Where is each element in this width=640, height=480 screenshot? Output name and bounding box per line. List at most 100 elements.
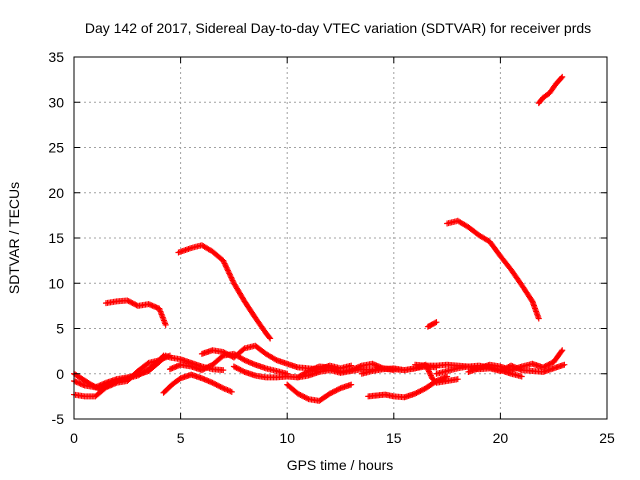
- data-point: [427, 372, 434, 379]
- data-point: [304, 395, 311, 402]
- data-point: [228, 388, 235, 395]
- data-point: [240, 368, 247, 375]
- data-point: [206, 363, 213, 370]
- data-point: [233, 364, 240, 371]
- data-point: [417, 387, 424, 394]
- data-point: [220, 367, 227, 374]
- data-point: [159, 353, 166, 360]
- data-point: [126, 298, 133, 305]
- data-point: [240, 346, 247, 353]
- series-arc-a: [102, 297, 169, 328]
- series-arc-c: [424, 319, 440, 330]
- data-point: [559, 73, 566, 80]
- y-tick-label: 25: [48, 140, 64, 156]
- data-point: [216, 383, 223, 390]
- data-point: [416, 388, 423, 395]
- data-point: [198, 367, 205, 374]
- data-point: [518, 373, 525, 380]
- x-tick-label: 0: [70, 430, 78, 446]
- data-point: [326, 390, 333, 397]
- data-point: [124, 297, 131, 304]
- data-layer: [71, 73, 568, 404]
- data-point: [418, 387, 425, 394]
- y-tick-label: 10: [48, 275, 64, 291]
- data-point: [226, 352, 233, 359]
- data-point: [425, 368, 432, 375]
- data-point: [201, 365, 208, 372]
- x-tick-labels: 0 5 10 15 20 25: [70, 430, 615, 446]
- data-point: [112, 378, 119, 385]
- data-point: [412, 390, 419, 397]
- data-point: [413, 389, 420, 396]
- y-tick-label: 20: [48, 185, 64, 201]
- data-point: [205, 363, 212, 370]
- data-point: [266, 334, 273, 341]
- data-point: [209, 379, 216, 386]
- data-point: [329, 389, 336, 396]
- data-point: [130, 300, 137, 307]
- data-point: [230, 363, 237, 370]
- data-point: [222, 350, 229, 357]
- data-point: [330, 388, 337, 395]
- data-point: [267, 335, 274, 342]
- series-arc-e: [535, 73, 566, 107]
- data-point: [144, 360, 151, 367]
- data-point: [129, 300, 136, 307]
- data-point: [232, 364, 239, 371]
- tick-marks: [73, 56, 608, 420]
- x-axis-label: GPS time / hours: [287, 457, 394, 473]
- x-tick-label: 25: [599, 430, 615, 446]
- data-point: [328, 389, 335, 396]
- y-tick-label: 15: [48, 230, 64, 246]
- data-point: [348, 381, 355, 388]
- data-point: [220, 349, 227, 356]
- series-arc-b: [175, 242, 274, 342]
- data-point: [237, 366, 244, 373]
- data-point: [559, 347, 566, 354]
- series-arc-m: [284, 381, 355, 404]
- data-point: [542, 363, 549, 370]
- data-point: [528, 297, 535, 304]
- y-axis-label: SDTVAR / TECUs: [6, 182, 22, 294]
- data-point: [204, 364, 211, 371]
- data-point: [535, 315, 542, 322]
- y-tick-label: 5: [56, 321, 64, 337]
- data-point: [420, 386, 427, 393]
- data-point: [454, 376, 461, 383]
- x-tick-label: 20: [493, 430, 509, 446]
- data-point: [561, 361, 568, 368]
- data-point: [162, 321, 169, 328]
- data-point: [336, 385, 343, 392]
- data-point: [234, 365, 241, 372]
- data-point: [238, 367, 245, 374]
- data-point: [213, 381, 220, 388]
- data-point: [558, 348, 565, 355]
- y-tick-label: 0: [56, 366, 64, 382]
- data-point: [225, 351, 232, 358]
- data-point: [548, 360, 555, 367]
- data-point: [296, 391, 303, 398]
- data-point: [128, 299, 135, 306]
- data-point: [332, 387, 339, 394]
- data-point: [304, 368, 311, 375]
- data-point: [297, 392, 304, 399]
- data-point: [200, 366, 207, 373]
- data-point: [298, 392, 305, 399]
- data-point: [426, 369, 433, 376]
- data-point: [125, 298, 132, 305]
- data-point: [301, 394, 308, 401]
- series-arc-h: [71, 352, 167, 393]
- data-point: [210, 380, 217, 387]
- data-point: [300, 393, 307, 400]
- data-point: [212, 381, 219, 388]
- data-point: [414, 389, 421, 396]
- data-point: [240, 356, 247, 363]
- data-point: [236, 366, 243, 373]
- y-tick-label: 30: [48, 94, 64, 110]
- data-point: [541, 363, 548, 370]
- y-tick-label: -5: [52, 411, 65, 427]
- data-point: [272, 356, 279, 363]
- data-point: [432, 319, 439, 326]
- data-point: [132, 301, 139, 308]
